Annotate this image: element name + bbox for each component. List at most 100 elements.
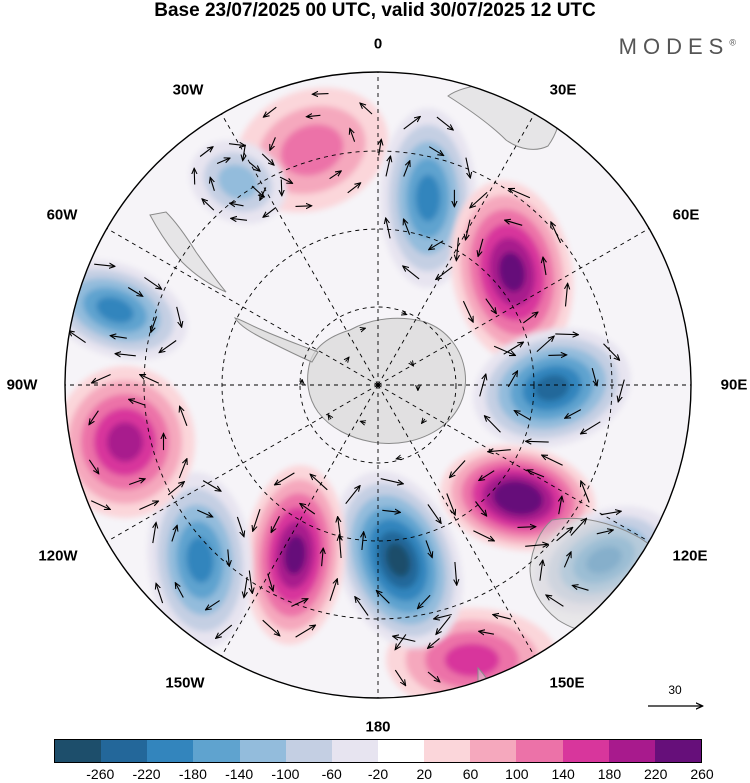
wind-vector-arrow (485, 416, 501, 433)
wind-vector-arrow (573, 586, 589, 591)
wind-vector-arrow (377, 591, 390, 604)
wind-vector-arrow (517, 527, 536, 528)
longitude-label-lon-60w: 60W (46, 206, 78, 224)
wind-vector-arrow (244, 576, 247, 597)
wind-vector-arrow (295, 206, 312, 207)
wind-vector-arrow (339, 535, 341, 559)
wind-vector-arrow (236, 516, 243, 536)
wind-vector-arrow (347, 183, 361, 194)
wind-vector-arrow (362, 532, 364, 551)
wind-vector-arrow (329, 171, 341, 180)
wind-vector-arrow (478, 238, 484, 256)
colorbar-tick-label: -180 (178, 766, 207, 782)
wind-vector-arrow (382, 510, 400, 512)
wind-vector-arrow (281, 179, 282, 196)
anomaly-contour-band (385, 543, 411, 577)
wind-vector-arrow (216, 624, 233, 638)
anomaly-contour-band (280, 124, 344, 176)
wind-vector-arrow (556, 528, 573, 542)
wind-vector-arrow (462, 300, 473, 322)
wind-vector-arrow (397, 457, 402, 458)
longitude-label-lon-120e: 120E (672, 547, 708, 565)
wind-vector-arrow (89, 410, 99, 425)
reference-vector-value: 30 (668, 683, 682, 697)
wind-vector-arrow (473, 530, 493, 541)
longitude-label-lon-90e: 90E (720, 376, 748, 394)
colorbar-segment (55, 740, 102, 762)
wind-vector-arrow (436, 116, 453, 130)
wind-vector-arrow (427, 671, 440, 682)
wind-vector-arrow (194, 169, 195, 185)
anomaly-contour-band (106, 422, 144, 462)
wind-vector-arrow (427, 504, 441, 523)
map-title: Base 23/07/2025 00 UTC, valid 30/07/2025… (154, 0, 596, 21)
wind-vector-arrow (180, 407, 188, 426)
anomaly-contour-band (218, 164, 258, 200)
antarctica-landmass (307, 317, 467, 444)
wind-vector-arrow (88, 459, 98, 474)
colorbar (54, 739, 702, 763)
wind-vector-arrow (260, 187, 267, 200)
latitude-circle (299, 306, 457, 464)
wind-vector-arrow (228, 549, 229, 565)
wind-vector-arrow (507, 371, 517, 388)
wind-vector-arrow (526, 441, 549, 442)
colorbar-tick-label: -260 (86, 766, 115, 782)
wind-vector-arrow (176, 583, 184, 598)
wind-vector-arrow (603, 343, 620, 360)
wind-vector-arrow (262, 619, 280, 635)
modes-logo: MODES® (619, 34, 736, 60)
wind-vector-arrow (291, 599, 307, 607)
map-disc-border (64, 71, 692, 699)
wind-vector-arrow (515, 411, 531, 421)
longitude-label-lon-150w: 150W (165, 674, 205, 692)
wind-vector-arrow (295, 625, 315, 638)
longitude-label-lon-0: 0 (373, 35, 383, 53)
anomaly-contour-band (534, 374, 570, 402)
wind-vector-arrow (403, 266, 420, 280)
brand-text: MODES (618, 34, 730, 59)
wind-vector-arrow (270, 137, 276, 149)
colorbar-segment (470, 740, 517, 762)
wind-vector-arrow (253, 509, 261, 531)
wind-vector-arrow (261, 153, 273, 165)
longitude-label-lon-30w: 30W (172, 81, 204, 99)
wind-vector-arrow (542, 455, 563, 466)
colorbar-tick-label: 260 (690, 766, 714, 782)
colorbar-segment (516, 740, 563, 762)
wind-vector-arrow (92, 373, 111, 383)
wind-vector-arrow (403, 161, 410, 177)
wind-vector-arrow (139, 501, 158, 511)
wind-vector-arrow (540, 561, 543, 581)
wind-vectors (69, 94, 625, 686)
anomaly-contour-band (415, 174, 441, 222)
wind-vector-arrow (328, 415, 331, 419)
wind-vector-arrow (410, 362, 413, 366)
wind-vector-arrow (206, 600, 220, 610)
colorbar-segment (101, 740, 148, 762)
wind-vector-arrow (522, 312, 537, 324)
wind-vector-arrow (322, 549, 324, 567)
wind-vector-arrow (479, 631, 495, 634)
wind-vector-arrow (94, 264, 114, 266)
wind-vector-arrow (418, 594, 431, 608)
wind-vector-arrow (394, 669, 405, 685)
anomaly-contour-band (498, 252, 526, 292)
wind-vector-arrow (428, 146, 443, 156)
colorbar-tick-label: 60 (462, 766, 479, 782)
wind-vector-arrow (528, 470, 545, 478)
antarctic-peninsula (233, 317, 319, 363)
wind-vector-arrow (160, 340, 177, 353)
wind-vector-arrow (271, 515, 280, 532)
wind-vector-arrow (546, 595, 564, 607)
center-45e-pos (450, 180, 574, 364)
colorbar-tick-label: -220 (132, 766, 161, 782)
longitude-label-lon-30e: 30E (549, 81, 577, 99)
colorbar-segment (193, 740, 240, 762)
wind-vector-arrow (455, 561, 457, 585)
wind-vector-arrow (488, 450, 511, 452)
wind-vector-arrow (479, 470, 495, 481)
colorbar-segment (654, 740, 701, 762)
center-180-neg (333, 471, 463, 649)
wind-vector-arrow (485, 298, 496, 313)
